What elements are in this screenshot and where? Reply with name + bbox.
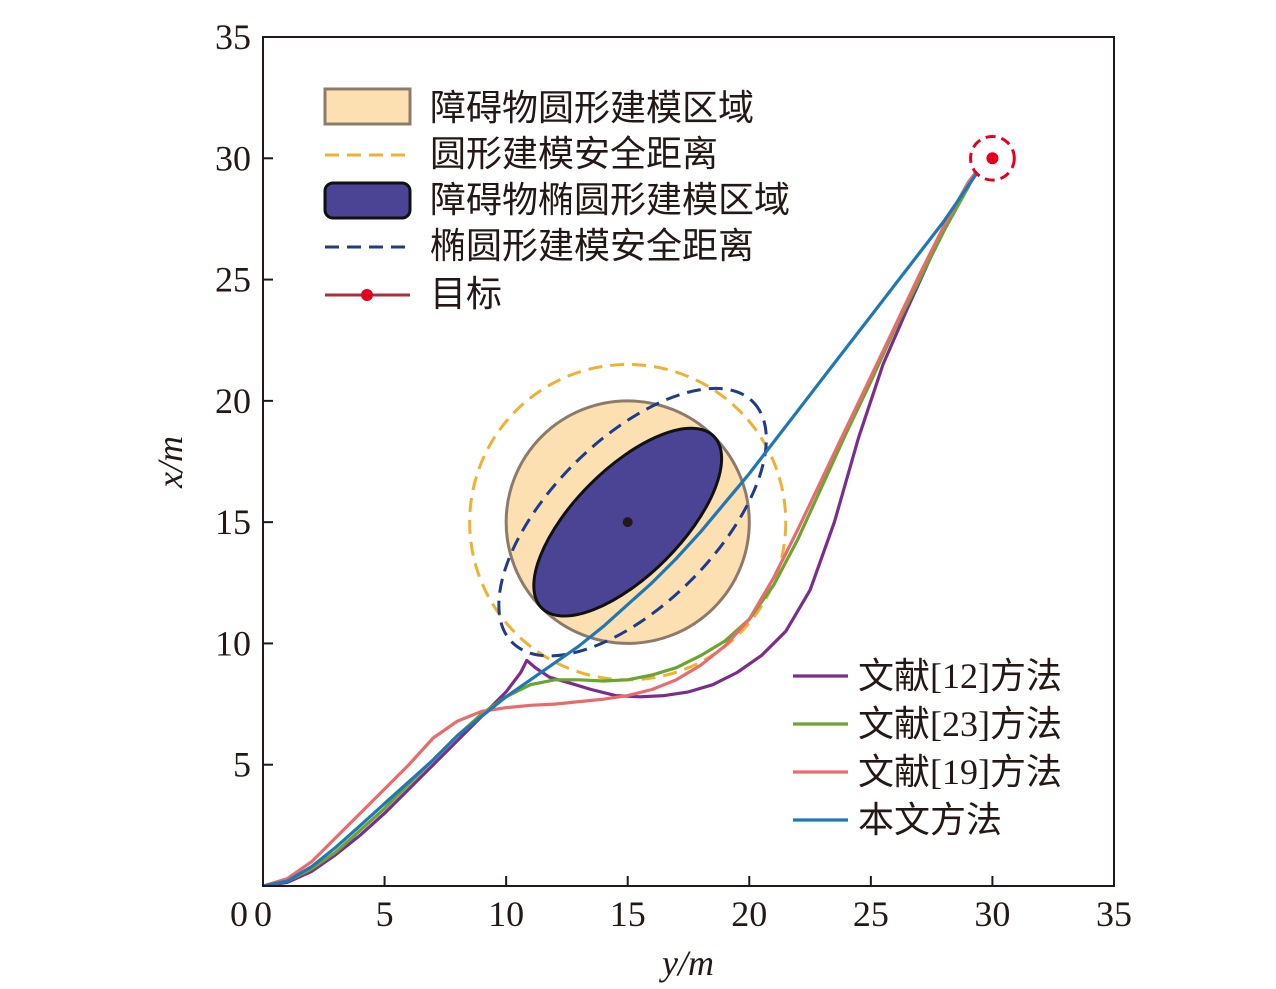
plot-frame — [262, 36, 1115, 887]
target-point — [986, 152, 999, 165]
series-line-3 — [263, 171, 977, 886]
x-tick-label: 35 — [1096, 894, 1132, 934]
y-tick-label: 25 — [215, 260, 251, 300]
x-tick-label: 25 — [853, 894, 889, 934]
origin-tick-label: 0 — [230, 894, 248, 934]
legend-swatch-obstacle-circle — [323, 87, 412, 126]
series-line-4 — [263, 173, 977, 886]
legend-label-series-3: 文献[19]方法 — [858, 752, 1062, 792]
x-tick-label: 20 — [731, 894, 767, 934]
y-tick-label: 15 — [215, 502, 251, 542]
legend-label-target: 目标 — [430, 274, 502, 314]
y-axis-label: x/m — [150, 436, 190, 489]
legend-label-series-2: 文献[23]方法 — [858, 704, 1062, 744]
legend-label-obstacle-ellipse: 障碍物椭圆形建模区域 — [430, 180, 790, 220]
series-line-1 — [263, 171, 977, 886]
x-tick-label: 10 — [488, 894, 524, 934]
legend-label-series-1: 文献[12]方法 — [858, 656, 1062, 696]
x-tick-label: 0 — [254, 894, 272, 934]
legend-label-ellipse-safety: 椭圆形建模安全距离 — [430, 226, 754, 266]
legend-swatch-obstacle-ellipse — [323, 181, 412, 220]
y-tick-label: 5 — [233, 745, 251, 785]
legend-swatch-target-dot — [361, 289, 373, 301]
x-tick-label: 5 — [376, 894, 394, 934]
legend-label-circle-safety: 圆形建模安全距离 — [430, 134, 718, 174]
legend-label-obstacle-circle: 障碍物圆形建模区域 — [430, 88, 754, 128]
x-axis-label: y/m — [659, 943, 714, 983]
y-tick-label: 35 — [215, 17, 251, 57]
series-line-2 — [263, 171, 977, 886]
x-tick-label: 30 — [974, 894, 1010, 934]
y-tick-label: 10 — [215, 623, 251, 663]
x-tick-label: 15 — [610, 894, 646, 934]
legend-label-series-4: 本文方法 — [858, 800, 1002, 840]
obstacle-center-point — [622, 517, 633, 528]
ellipse-safety-boundary — [497, 386, 768, 658]
y-tick-label: 30 — [215, 138, 251, 178]
y-tick-label: 20 — [215, 381, 251, 421]
